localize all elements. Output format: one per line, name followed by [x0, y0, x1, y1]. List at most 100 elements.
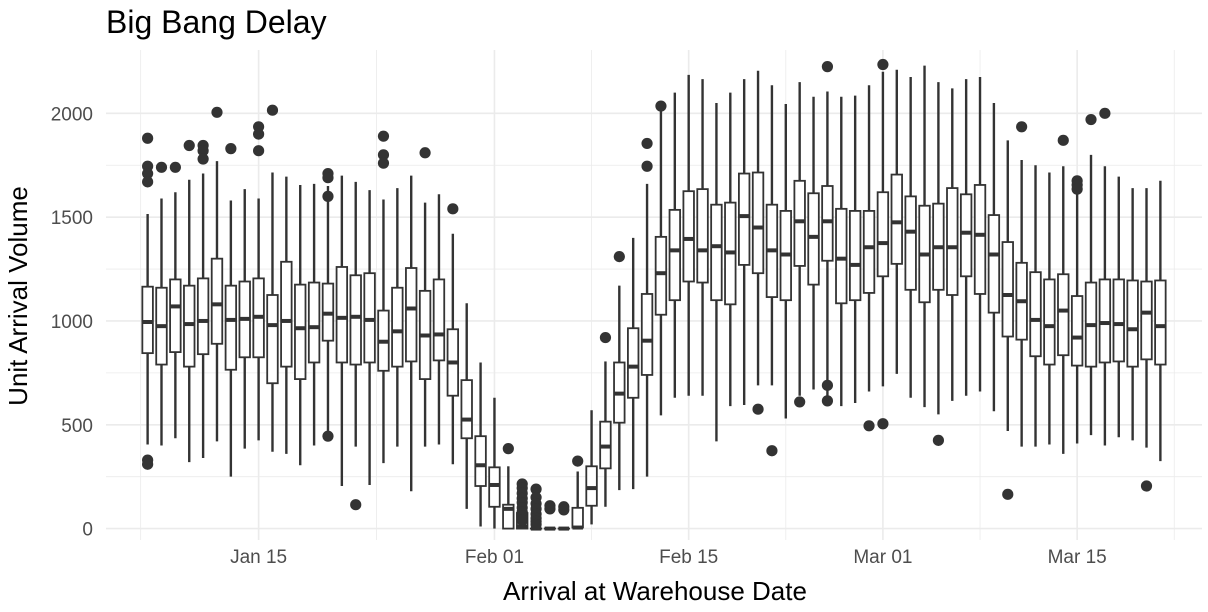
x-tick-label: Mar 15: [1048, 547, 1107, 568]
x-tick-label: Feb 01: [465, 547, 524, 568]
box-group: [1084, 113, 1098, 436]
box-group: [335, 175, 349, 487]
box-group: [349, 181, 362, 511]
box: [1126, 279, 1139, 368]
box: [349, 274, 362, 366]
box: [196, 277, 210, 356]
y-tick-labels: 0 500 1000 1500 2000: [51, 104, 93, 540]
box-group: [821, 61, 834, 407]
box: [890, 173, 903, 265]
box: [751, 171, 765, 275]
outlier-point: [197, 153, 209, 165]
outlier-point: [155, 161, 168, 173]
outlier-point: [377, 157, 390, 169]
box: [1112, 278, 1125, 363]
box-group: [946, 88, 959, 401]
outlier-point: [1071, 183, 1083, 195]
y-tick-label: 0: [82, 520, 93, 541]
box: [405, 267, 418, 363]
box: [835, 207, 848, 305]
outlier-point: [502, 443, 514, 455]
box: [432, 278, 446, 362]
outlier-point: [142, 132, 154, 144]
box-group: [973, 76, 987, 392]
box-group: [405, 175, 418, 492]
outlier-point: [183, 139, 195, 152]
box-group: [280, 176, 293, 454]
box: [280, 260, 293, 368]
box-group: [987, 102, 1001, 412]
box: [1154, 279, 1167, 366]
box: [1029, 271, 1042, 358]
box-group: [1029, 165, 1042, 447]
y-tick-label: 2000: [51, 104, 93, 125]
box: [1098, 278, 1112, 364]
box-group: [738, 79, 751, 406]
outlier-point: [1016, 121, 1028, 133]
box-group: [904, 76, 917, 398]
box: [987, 214, 1001, 314]
box-group: [1126, 188, 1139, 441]
outlier-point: [821, 379, 834, 391]
y-tick-label: 1500: [51, 208, 93, 229]
box-group: [876, 58, 890, 430]
box-group: [516, 478, 529, 530]
box-group: [169, 161, 182, 439]
box-group: [627, 237, 640, 490]
boxes: [141, 58, 1167, 531]
box-group: [307, 183, 321, 446]
outlier-point: [266, 104, 279, 116]
outlier-point: [821, 61, 834, 73]
box: [1140, 280, 1153, 361]
box-group: [446, 203, 460, 465]
box-group: [807, 96, 820, 390]
box: [876, 191, 890, 278]
box-group: [196, 139, 210, 458]
box: [793, 179, 806, 267]
box-group: [710, 102, 723, 442]
outlier-point: [877, 418, 889, 430]
box-group: [1154, 180, 1167, 462]
box-group: [668, 92, 681, 398]
outlier-point: [419, 147, 431, 159]
box-group: [835, 96, 848, 407]
box-group: [252, 121, 265, 441]
box: [502, 503, 515, 530]
box-group: [1043, 172, 1056, 445]
box: [807, 192, 820, 286]
outlier-point: [752, 403, 764, 415]
box: [169, 278, 182, 353]
box-group: [294, 184, 307, 466]
outlier-point: [225, 143, 237, 155]
box-group: [210, 106, 224, 442]
box-group: [488, 397, 501, 529]
outlier-point: [877, 58, 889, 71]
x-tick-label: Mar 01: [853, 547, 912, 568]
box: [294, 283, 307, 380]
box: [682, 190, 695, 283]
box: [474, 435, 487, 487]
box: [973, 184, 987, 295]
box-group: [474, 362, 487, 527]
box: [668, 208, 681, 302]
outlier-point: [322, 172, 334, 184]
box-group: [918, 65, 931, 408]
box: [862, 210, 876, 294]
box: [571, 506, 584, 529]
box-group: [363, 190, 376, 485]
outlier-point: [447, 203, 459, 215]
outlier-point: [558, 504, 570, 516]
box-group: [418, 147, 432, 447]
box-group: [1098, 107, 1112, 446]
box: [210, 257, 224, 345]
box: [946, 187, 959, 296]
box-group: [529, 483, 543, 531]
box-group: [460, 303, 473, 509]
box-group: [932, 82, 945, 446]
box-group: [391, 188, 404, 447]
box: [738, 172, 751, 266]
outlier-point: [253, 145, 265, 157]
x-tick-labels: Jan 15 Feb 01 Feb 15 Mar 01 Mar 15: [230, 547, 1107, 568]
box-group: [765, 85, 779, 457]
x-tick-label: Feb 15: [659, 547, 718, 568]
